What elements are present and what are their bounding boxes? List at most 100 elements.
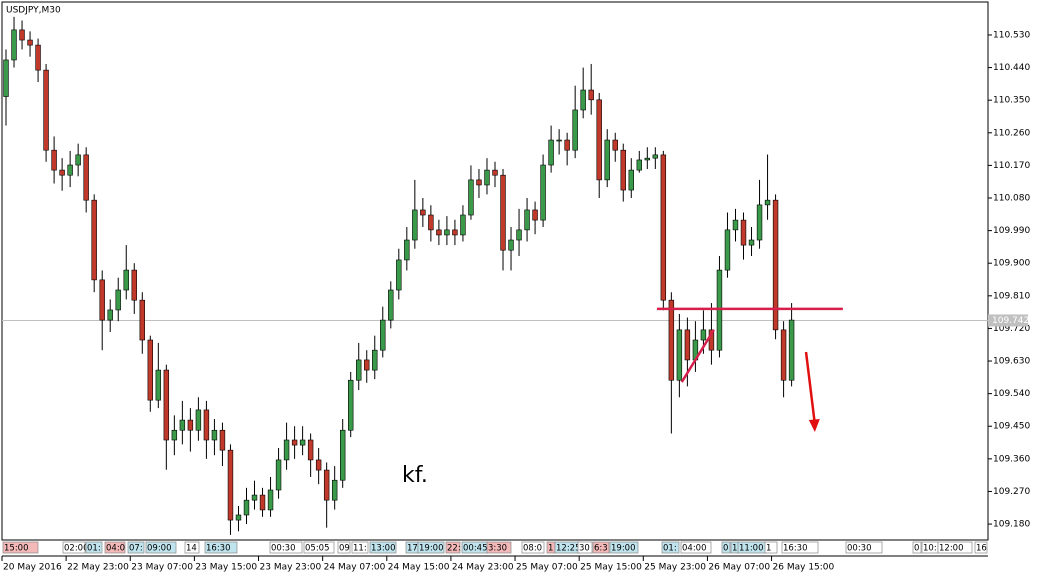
y-tick-label: 109.540 [993, 389, 1030, 399]
candle-body [59, 169, 65, 176]
event-label: 1 [732, 544, 737, 554]
x-tick-label: 23 May 15:00 [195, 563, 257, 573]
candle-body [460, 214, 466, 236]
x-tick-label: 24 May 15:00 [388, 563, 450, 573]
event-label: 3:30 [488, 544, 507, 554]
event-label: 1 [766, 544, 771, 554]
candle-body [99, 279, 105, 321]
candle-body [283, 439, 290, 461]
x-tick-label: 26 May 07:00 [708, 563, 770, 573]
candle-body [11, 29, 17, 61]
candle-body [724, 229, 731, 271]
event-marker [764, 541, 778, 554]
candle-body [532, 209, 538, 221]
event-marker [937, 541, 973, 554]
candle-body [211, 429, 218, 441]
candle-body [484, 169, 490, 186]
candle-body [356, 359, 362, 381]
candle-body [91, 199, 97, 281]
y-tick-label: 109.270 [993, 487, 1030, 497]
event-marker [337, 541, 351, 554]
event-marker [592, 541, 610, 554]
candle-body [195, 409, 202, 431]
candle-body [235, 514, 242, 521]
candle-body [27, 39, 33, 46]
event-label: 17 [407, 544, 418, 554]
candle-body [676, 329, 683, 381]
candle-body [372, 349, 378, 371]
candle-body [179, 419, 186, 431]
event-marker [369, 541, 397, 554]
event-label: 00:45 [463, 544, 488, 554]
candle-body [364, 359, 370, 371]
x-tick-label: 24 May 23:00 [452, 563, 514, 573]
candle-body [548, 139, 554, 166]
event-label: 0 [914, 544, 919, 554]
event-marker [204, 541, 238, 554]
candle-body [644, 157, 651, 161]
event-label: 19:00 [419, 544, 444, 554]
arrow-shaft [804, 351, 817, 425]
y-tick-label: 109.180 [993, 520, 1030, 530]
event-label: 15:00 [4, 544, 29, 554]
candle-body [756, 204, 763, 241]
candle-body [396, 259, 402, 291]
candle-body [492, 169, 498, 176]
candle-body [500, 174, 506, 251]
y-tick-label: 109.360 [993, 454, 1030, 464]
event-marker [781, 541, 819, 554]
candle-body [243, 499, 250, 516]
event-label: 07: [129, 544, 143, 554]
event-label: 30 [579, 544, 590, 554]
candle-body [596, 99, 602, 181]
candle-body [412, 209, 418, 241]
candle-body [732, 219, 739, 231]
candle-body [131, 269, 137, 301]
event-marker [351, 541, 369, 554]
candle-body [348, 379, 354, 431]
candle-body [716, 269, 723, 351]
candle-body [259, 494, 266, 511]
event-marker [680, 541, 712, 554]
candle-body [636, 159, 642, 171]
event-label: 16:30 [206, 544, 231, 554]
x-tick-label: 22 May 23:00 [67, 563, 129, 573]
candle-body [51, 149, 57, 171]
y-tick-label: 110.080 [993, 193, 1030, 203]
candle-body [588, 89, 594, 101]
y-tick-label: 109.720 [993, 324, 1030, 334]
candle-body [339, 429, 346, 481]
candle-body [75, 154, 81, 166]
candle-body [307, 439, 314, 461]
candle-body [564, 139, 570, 151]
candle-body [19, 29, 25, 41]
event-marker [303, 541, 335, 554]
x-tick-label: 23 May 07:00 [131, 563, 193, 573]
candle-body [604, 139, 610, 181]
y-tick-label: 109.990 [993, 226, 1030, 236]
candle-body [275, 459, 282, 491]
candle-body [404, 239, 410, 261]
event-label: 6:3 [594, 544, 608, 554]
candle-body [660, 154, 667, 301]
event-label: 12:25 [556, 544, 581, 554]
event-marker [661, 541, 680, 554]
candle-body [139, 299, 145, 341]
candle-body [227, 449, 234, 521]
event-marker [2, 541, 39, 554]
trend-line [680, 329, 715, 383]
candle-body [35, 44, 41, 71]
event-label: 08:0 [523, 544, 542, 554]
event-marker [104, 541, 126, 554]
event-marker [85, 541, 103, 554]
candle-body [436, 229, 442, 236]
event-label: 01: [87, 544, 101, 554]
y-tick-label: 110.530 [993, 30, 1030, 40]
candle-body [476, 179, 482, 186]
candle-body [219, 429, 226, 451]
plot-frame [1, 1, 989, 541]
candle-body [155, 369, 162, 401]
event-label: 09:00 [147, 544, 172, 554]
